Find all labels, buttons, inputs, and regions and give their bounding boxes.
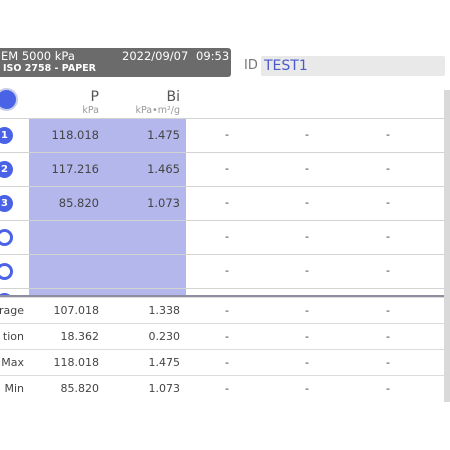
empty-cell: - [305,356,309,369]
id-label: ID [244,58,258,73]
table-row[interactable]: - - - [0,254,444,289]
highlight-cell [29,153,186,187]
empty-cell: - [225,264,229,277]
empty-cell: - [225,196,229,209]
standard-label: ISO 2758 - PAPER [3,63,96,74]
empty-cell: - [305,330,309,343]
value-bi: 1.475 [147,128,180,142]
select-all-circle-icon[interactable] [0,88,18,111]
table-row [0,288,444,296]
value-p: 85.820 [58,196,99,210]
empty-cell: - [305,162,309,175]
empty-cell: - [386,162,390,175]
value-p: 117.216 [51,162,99,176]
value-bi: 1.073 [147,196,180,210]
time-label: 09:53 [196,49,230,63]
empty-cell: - [225,230,229,243]
highlight-cell [29,289,186,296]
stat-label: Min [4,382,24,395]
highlight-cell [29,255,186,289]
empty-cell: - [386,330,390,343]
stat-label: rage [0,304,24,317]
stats-row-max: Max 118.018 1.475 - - - [0,349,444,375]
row-index-badge [0,293,13,296]
stats-row-average: rage 107.018 1.338 - - - [0,297,444,323]
empty-cell: - [386,304,390,317]
column-symbol: Bi [166,89,181,105]
empty-cell: - [305,264,309,277]
value-bi: 1.465 [147,162,180,176]
stat-label: Max [1,356,24,369]
empty-cell: - [225,128,229,141]
column-unit: kPa•m²/g [135,105,180,116]
stat-value-p: 85.820 [60,382,100,395]
stat-value-bi: 0.230 [148,330,181,343]
empty-cell: - [386,264,390,277]
empty-cell: - [225,330,229,343]
table-row[interactable]: 1 118.018 1.475 - - - [0,118,444,153]
row-index-badge[interactable] [0,263,13,280]
empty-cell: - [305,382,309,395]
value-p: 118.018 [51,128,99,142]
stats-row-min: Min 85.820 1.073 - - - [0,375,444,401]
empty-cell: - [225,304,229,317]
stat-value-bi: 1.475 [148,356,181,369]
row-index-badge[interactable] [0,229,13,246]
instrument-title: EM 5000 kPa [1,49,75,63]
highlight-cell [29,221,186,255]
stat-value-p: 118.018 [53,356,100,369]
stat-label: tion [2,330,24,343]
column-header-p: P kPa [60,89,99,116]
table-row[interactable]: 3 85.820 1.073 - - - [0,186,444,221]
table-row[interactable]: 2 117.216 1.465 - - - [0,152,444,187]
stats-divider [0,295,444,297]
row-index-badge[interactable]: 3 [0,195,13,212]
column-unit: kPa [82,105,99,116]
test-header-bar: EM 5000 kPa 2022/09/07 09:53 ISO 2758 - … [0,48,231,77]
highlight-cell [29,119,186,153]
table-row[interactable]: - - - [0,220,444,255]
empty-cell: - [386,382,390,395]
empty-cell: - [225,162,229,175]
highlight-cell [29,187,186,221]
empty-cell: - [305,230,309,243]
stat-value-bi: 1.338 [148,304,181,317]
empty-cell: - [305,128,309,141]
stat-value-p: 18.362 [60,330,100,343]
empty-cell: - [386,128,390,141]
date-label: 2022/09/07 [122,49,189,63]
empty-cell: - [305,196,309,209]
empty-cell: - [386,196,390,209]
row-index-badge[interactable]: 2 [0,161,13,178]
empty-cell: - [225,382,229,395]
column-symbol: P [90,89,99,105]
column-header-bi: Bi kPa•m²/g [120,89,180,116]
empty-cell: - [386,356,390,369]
stat-value-bi: 1.073 [148,382,181,395]
stats-row-deviation: tion 18.362 0.230 - - - [0,323,444,349]
empty-cell: - [225,356,229,369]
row-index-badge[interactable]: 1 [0,127,13,144]
id-input[interactable]: TEST1 [261,56,445,76]
empty-cell: - [386,230,390,243]
scrollbar[interactable] [444,90,450,402]
empty-cell: - [305,304,309,317]
results-table: P kPa Bi kPa•m²/g 1 118.018 1.475 - - - … [0,84,444,402]
stat-value-p: 107.018 [53,304,100,317]
